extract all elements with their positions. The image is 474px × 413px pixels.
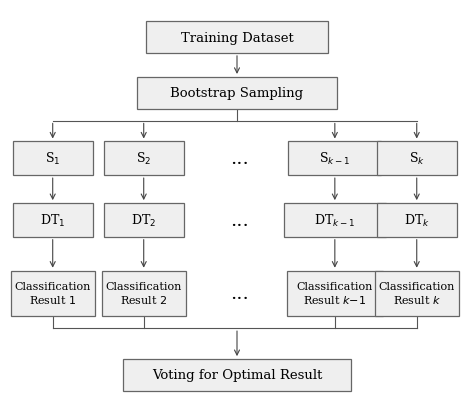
FancyBboxPatch shape [104, 142, 183, 176]
FancyBboxPatch shape [101, 271, 186, 316]
FancyBboxPatch shape [104, 204, 183, 237]
Text: Classification
Result $2$: Classification Result $2$ [106, 282, 182, 306]
Text: DT$_1$: DT$_1$ [40, 212, 65, 228]
Text: ...: ... [230, 211, 249, 229]
FancyBboxPatch shape [287, 271, 383, 316]
FancyBboxPatch shape [377, 142, 456, 176]
FancyBboxPatch shape [146, 22, 328, 54]
Text: S$_k$: S$_k$ [409, 151, 425, 167]
Text: DT$_{k-1}$: DT$_{k-1}$ [314, 212, 356, 228]
Text: Classification
Result $1$: Classification Result $1$ [15, 282, 91, 306]
FancyBboxPatch shape [374, 271, 459, 316]
Text: DT$_k$: DT$_k$ [404, 212, 429, 228]
FancyBboxPatch shape [288, 142, 382, 176]
FancyBboxPatch shape [13, 204, 92, 237]
Text: DT$_2$: DT$_2$ [131, 212, 156, 228]
FancyBboxPatch shape [13, 142, 92, 176]
FancyBboxPatch shape [377, 204, 456, 237]
Text: ...: ... [230, 285, 249, 303]
Text: Classification
Result $k$: Classification Result $k$ [379, 282, 455, 306]
Text: ...: ... [230, 150, 249, 168]
FancyBboxPatch shape [137, 78, 337, 109]
FancyBboxPatch shape [283, 204, 386, 237]
FancyBboxPatch shape [10, 271, 95, 316]
Text: S$_1$: S$_1$ [45, 151, 60, 167]
Text: Training Dataset: Training Dataset [181, 31, 293, 45]
Text: Bootstrap Sampling: Bootstrap Sampling [171, 87, 303, 100]
FancyBboxPatch shape [123, 359, 351, 391]
Text: Voting for Optimal Result: Voting for Optimal Result [152, 368, 322, 382]
Text: S$_{k-1}$: S$_{k-1}$ [319, 151, 350, 167]
Text: Classification
Result $k$$-$$1$: Classification Result $k$$-$$1$ [297, 282, 373, 306]
Text: S$_2$: S$_2$ [136, 151, 151, 167]
